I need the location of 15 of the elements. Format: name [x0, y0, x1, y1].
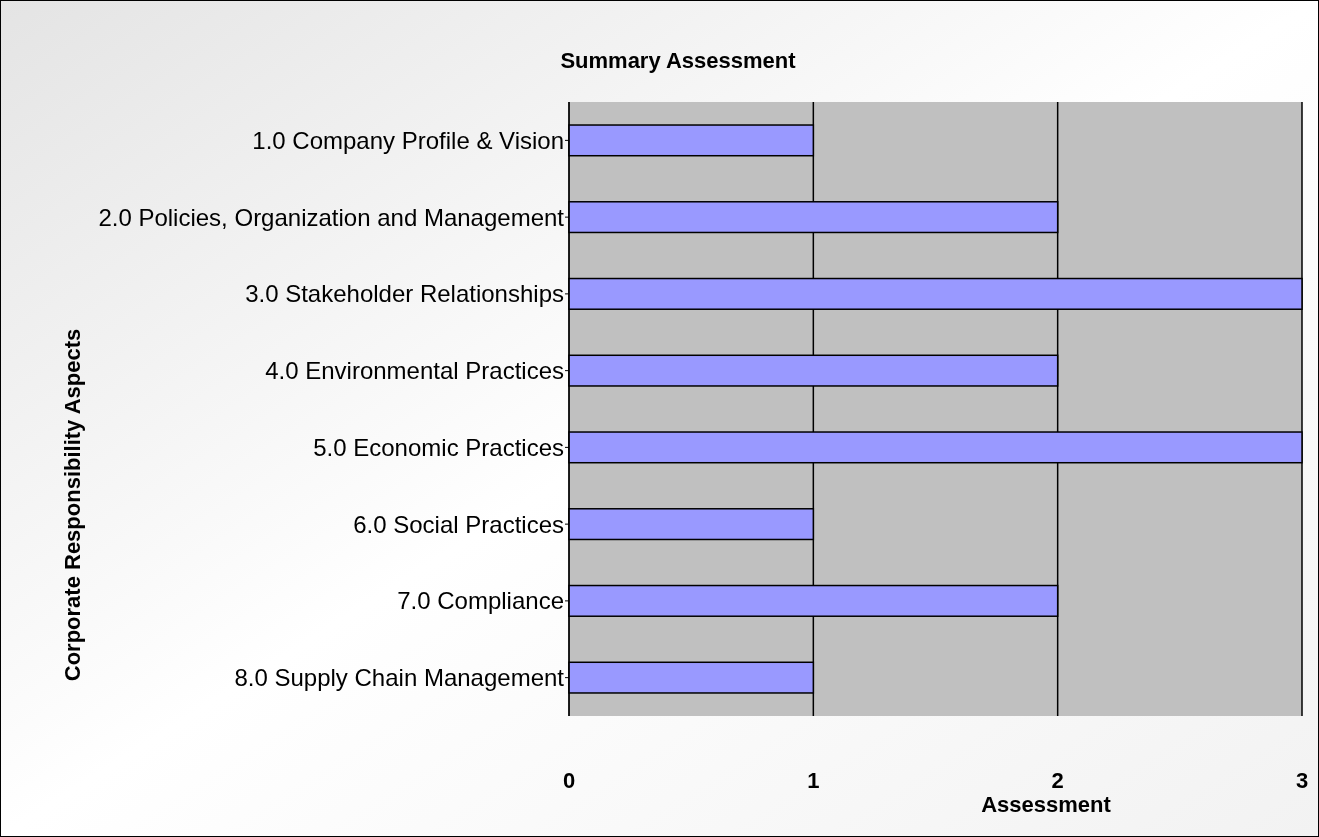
y-tick-label: 2.0 Policies, Organization and Management	[98, 203, 565, 231]
y-tick-label: 5.0 Economic Practices	[313, 433, 564, 461]
y-tick-label: 6.0 Social Practices	[353, 510, 564, 538]
chart-title: Summary Assessment	[560, 48, 797, 73]
y-tick-label: 3.0 Stakeholder Relationships	[245, 280, 564, 308]
y-axis-title: Corporate Responsibility Aspects	[60, 328, 85, 682]
x-tick-label: 3	[1295, 768, 1309, 793]
x-tick-label: 2	[1051, 768, 1064, 793]
y-tick-label: 4.0 Environmental Practices	[265, 357, 564, 385]
x-axis-title: Assessment	[981, 792, 1112, 817]
y-tick-label: 1.0 Company Profile & Vision	[252, 126, 564, 154]
y-tick-label: 8.0 Supply Chain Management	[234, 664, 565, 692]
x-tick-label: 1	[807, 768, 820, 793]
x-tick-label: 0	[562, 768, 576, 793]
y-tick-label: 7.0 Compliance	[397, 587, 564, 615]
